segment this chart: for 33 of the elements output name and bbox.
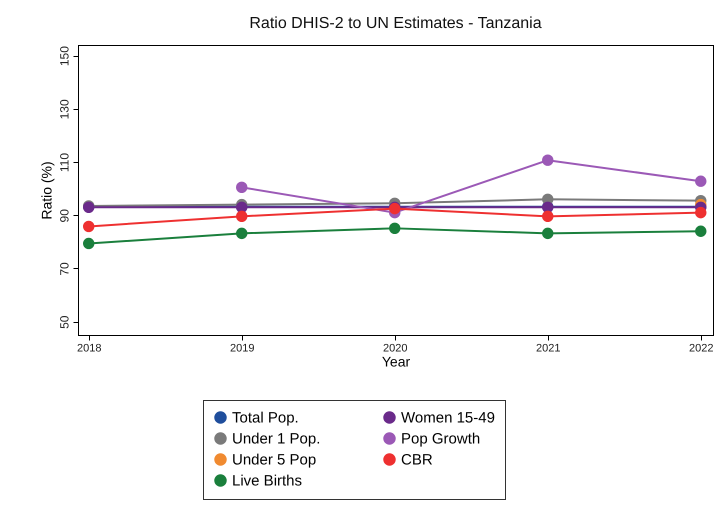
chart-title: Ratio DHIS-2 to UN Estimates - Tanzania bbox=[249, 15, 542, 32]
legend-label: Under 1 Pop. bbox=[232, 430, 320, 448]
x-tick-label: 2021 bbox=[536, 342, 560, 354]
y-tick-label: 50 bbox=[58, 315, 72, 329]
x-tick-label: 2018 bbox=[76, 342, 102, 354]
point bbox=[542, 228, 554, 240]
y-axis-title: Ratio (%) bbox=[38, 161, 54, 220]
point bbox=[695, 176, 706, 187]
y-tick-label: 110 bbox=[58, 152, 72, 172]
x-tick-label: 2019 bbox=[230, 342, 254, 354]
legend-label: Pop Growth bbox=[401, 430, 480, 448]
point bbox=[542, 210, 554, 222]
y-tick-label: 90 bbox=[58, 208, 72, 222]
point bbox=[695, 226, 706, 237]
legend-label: Live Births bbox=[232, 472, 302, 490]
point bbox=[236, 228, 248, 240]
point bbox=[83, 220, 94, 232]
x-tick-label: 2020 bbox=[382, 342, 408, 354]
point bbox=[236, 210, 248, 222]
legend-label: CBR bbox=[401, 452, 433, 468]
y-tick-label: 130 bbox=[58, 99, 72, 120]
legend-label: Under 5 Pop bbox=[232, 452, 316, 468]
legend-label: Women 15-49 bbox=[401, 410, 495, 427]
y-tick-label: 150 bbox=[58, 46, 72, 66]
point bbox=[542, 154, 554, 166]
x-tick-label: 2022 bbox=[689, 342, 714, 354]
y-tick-label: 70 bbox=[58, 262, 72, 276]
point bbox=[695, 206, 706, 218]
point bbox=[389, 222, 400, 234]
x-axis-title: Year bbox=[382, 354, 410, 370]
point bbox=[236, 182, 248, 194]
point bbox=[83, 238, 94, 250]
legend-label: Total Pop. bbox=[232, 410, 299, 427]
